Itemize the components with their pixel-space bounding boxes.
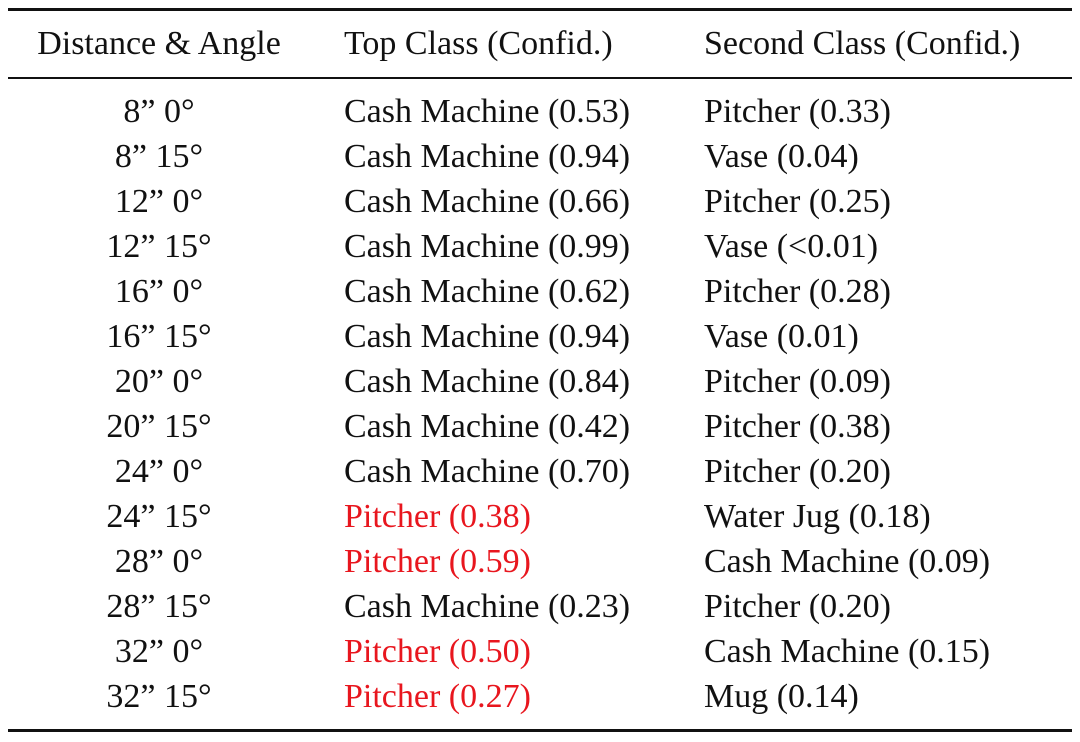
cell-top-class: Cash Machine (0.94) [344,318,631,355]
cell-second-class: Pitcher (0.33) [704,93,891,130]
results-table-container: Distance & Angle Top Class (Confid.) Sec… [8,8,1072,732]
cell-distance-angle: 20” 15° [106,408,212,445]
header-second-class: Second Class (Confid.) [704,25,1021,62]
cell-top-class-highlighted: Pitcher (0.38) [344,498,531,535]
cell-second-class: Pitcher (0.38) [704,408,891,445]
cell-second-class: Pitcher (0.20) [704,453,891,490]
table-top-rule [8,8,1072,11]
cell-distance-angle: 12” 0° [114,183,204,220]
header-distance-angle: Distance & Angle [37,25,281,62]
table-bottom-rule [8,729,1072,732]
cell-second-class: Cash Machine (0.15) [704,633,991,670]
cell-distance-angle: 12” 15° [106,228,212,265]
cell-second-class: Vase (0.04) [704,138,859,175]
cell-top-class-highlighted: Pitcher (0.27) [344,678,531,715]
cell-top-class: Cash Machine (0.94) [344,138,631,175]
cell-second-class: Cash Machine (0.09) [704,543,991,580]
cell-distance-angle: 8” 15° [114,138,204,175]
table-row: 28” 15° Cash Machine (0.23) Pitcher (0.20) [8,584,1072,629]
cell-top-class-highlighted: Pitcher (0.59) [344,543,531,580]
table-header: Distance & Angle Top Class (Confid.) Sec… [8,11,1072,77]
cell-second-class: Vase (0.01) [704,318,859,355]
table-row: 24” 0° Cash Machine (0.70) Pitcher (0.20) [8,449,1072,494]
table-row: 32” 15° Pitcher (0.27) Mug (0.14) [8,674,1072,719]
header-row: Distance & Angle Top Class (Confid.) Sec… [8,11,1072,77]
cell-distance-angle: 24” 0° [114,453,204,490]
cell-distance-angle: 32” 15° [106,678,212,715]
table-header-rule [8,77,1072,79]
cell-top-class: Cash Machine (0.42) [344,408,631,445]
results-table: Distance & Angle Top Class (Confid.) Sec… [8,11,1072,77]
cell-distance-angle: 16” 15° [106,318,212,355]
cell-top-class-highlighted: Pitcher (0.50) [344,633,531,670]
table-row: 8” 0° Cash Machine (0.53) Pitcher (0.33) [8,79,1072,134]
table-body: 8” 0° Cash Machine (0.53) Pitcher (0.33) 8”… [8,79,1072,719]
table-row: 12” 15° Cash Machine (0.99) Vase (<0.01) [8,224,1072,269]
cell-distance-angle: 32” 0° [114,633,204,670]
cell-top-class: Cash Machine (0.53) [344,93,631,130]
table-row: 16” 15° Cash Machine (0.94) Vase (0.01) [8,314,1072,359]
table-row: 8” 15° Cash Machine (0.94) Vase (0.04) [8,134,1072,179]
results-table-body: 8” 0° Cash Machine (0.53) Pitcher (0.33) 8”… [8,79,1072,719]
cell-second-class: Pitcher (0.25) [704,183,891,220]
cell-second-class: Vase (<0.01) [704,228,879,265]
table-row: 16” 0° Cash Machine (0.62) Pitcher (0.28) [8,269,1072,314]
table-row: 20” 0° Cash Machine (0.84) Pitcher (0.09) [8,359,1072,404]
cell-top-class: Cash Machine (0.84) [344,363,631,400]
cell-second-class: Pitcher (0.20) [704,588,891,625]
cell-distance-angle: 16” 0° [114,273,204,310]
cell-second-class: Mug (0.14) [704,678,859,715]
cell-top-class: Cash Machine (0.99) [344,228,631,265]
cell-distance-angle: 28” 15° [106,588,212,625]
cell-distance-angle: 28” 0° [114,543,204,580]
table-row: 20” 15° Cash Machine (0.42) Pitcher (0.38) [8,404,1072,449]
cell-second-class: Pitcher (0.09) [704,363,891,400]
table-row: 24” 15° Pitcher (0.38) Water Jug (0.18) [8,494,1072,539]
table-row: 28” 0° Pitcher (0.59) Cash Machine (0.09) [8,539,1072,584]
table-row: 12” 0° Cash Machine (0.66) Pitcher (0.25) [8,179,1072,224]
cell-distance-angle: 20” 0° [114,363,204,400]
cell-distance-angle: 24” 15° [106,498,212,535]
cell-second-class: Water Jug (0.18) [704,498,931,535]
cell-top-class: Cash Machine (0.70) [344,453,631,490]
header-top-class: Top Class (Confid.) [344,25,613,62]
cell-top-class: Cash Machine (0.23) [344,588,631,625]
cell-distance-angle: 8” 0° [123,93,195,130]
table-row: 32” 0° Pitcher (0.50) Cash Machine (0.15) [8,629,1072,674]
cell-second-class: Pitcher (0.28) [704,273,891,310]
cell-top-class: Cash Machine (0.62) [344,273,631,310]
cell-top-class: Cash Machine (0.66) [344,183,631,220]
